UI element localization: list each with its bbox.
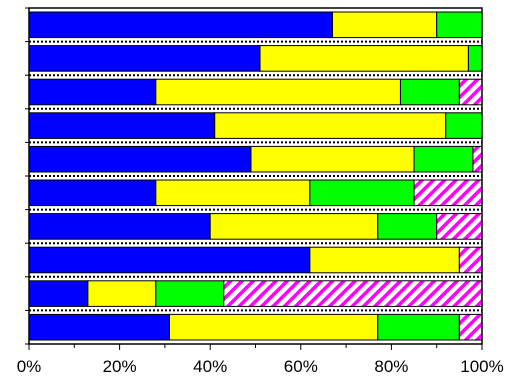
- bar-segment-7-4: [436, 213, 483, 240]
- bar-segment-6-1: [28, 179, 157, 207]
- x-tick-label: 20%: [103, 357, 137, 376]
- x-tick-label: 40%: [193, 357, 227, 376]
- bar-segment-7-3: [377, 213, 438, 240]
- bar-segment-4-3: [445, 112, 483, 139]
- bar-segment-5-3: [413, 145, 474, 173]
- bar-segment-1-2: [332, 11, 438, 39]
- x-tick-label: 0%: [17, 357, 42, 376]
- bar-segment-9-3: [155, 280, 225, 307]
- bar-segment-10-1: [28, 313, 170, 341]
- bar-segment-5-1: [28, 145, 252, 173]
- bar-segment-7-2: [209, 213, 379, 240]
- bar-segment-7-1: [28, 213, 211, 240]
- bar-segment-10-3: [377, 313, 460, 341]
- bar-segment-10-4: [458, 313, 483, 341]
- bar-segment-3-2: [155, 78, 401, 106]
- bar-segment-4-1: [28, 112, 216, 139]
- bar-segment-9-2: [87, 280, 157, 307]
- bar-segment-3-3: [399, 78, 460, 106]
- bar-segment-3-4: [458, 78, 483, 106]
- axis-layer: 0% 20% 40% 60% 80% 100%: [17, 7, 504, 376]
- bar-segment-6-2: [155, 179, 311, 207]
- bar-segment-5-4: [472, 145, 483, 173]
- bar-segment-9-4: [223, 280, 483, 307]
- bar-segment-2-3: [467, 45, 483, 72]
- bar-segment-9-1: [28, 280, 89, 307]
- bar-segment-4-2: [214, 112, 447, 139]
- bar-segment-10-2: [168, 313, 379, 341]
- bars-layer: [28, 11, 483, 341]
- bar-segment-6-4: [413, 179, 483, 207]
- bar-segment-1-3: [436, 11, 483, 39]
- x-tick-label: 60%: [284, 357, 318, 376]
- bar-segment-8-1: [28, 246, 311, 274]
- bar-segment-5-2: [250, 145, 415, 173]
- bar-segment-2-1: [28, 45, 261, 72]
- bar-segment-8-4: [458, 246, 483, 274]
- bar-segment-3-1: [28, 78, 157, 106]
- bar-segment-8-2: [309, 246, 460, 274]
- bar-segment-6-3: [309, 179, 415, 207]
- x-tick-label: 100%: [460, 357, 503, 376]
- bar-segment-1-1: [28, 11, 334, 39]
- x-tick-label: 80%: [374, 357, 408, 376]
- bar-segment-2-2: [259, 45, 469, 72]
